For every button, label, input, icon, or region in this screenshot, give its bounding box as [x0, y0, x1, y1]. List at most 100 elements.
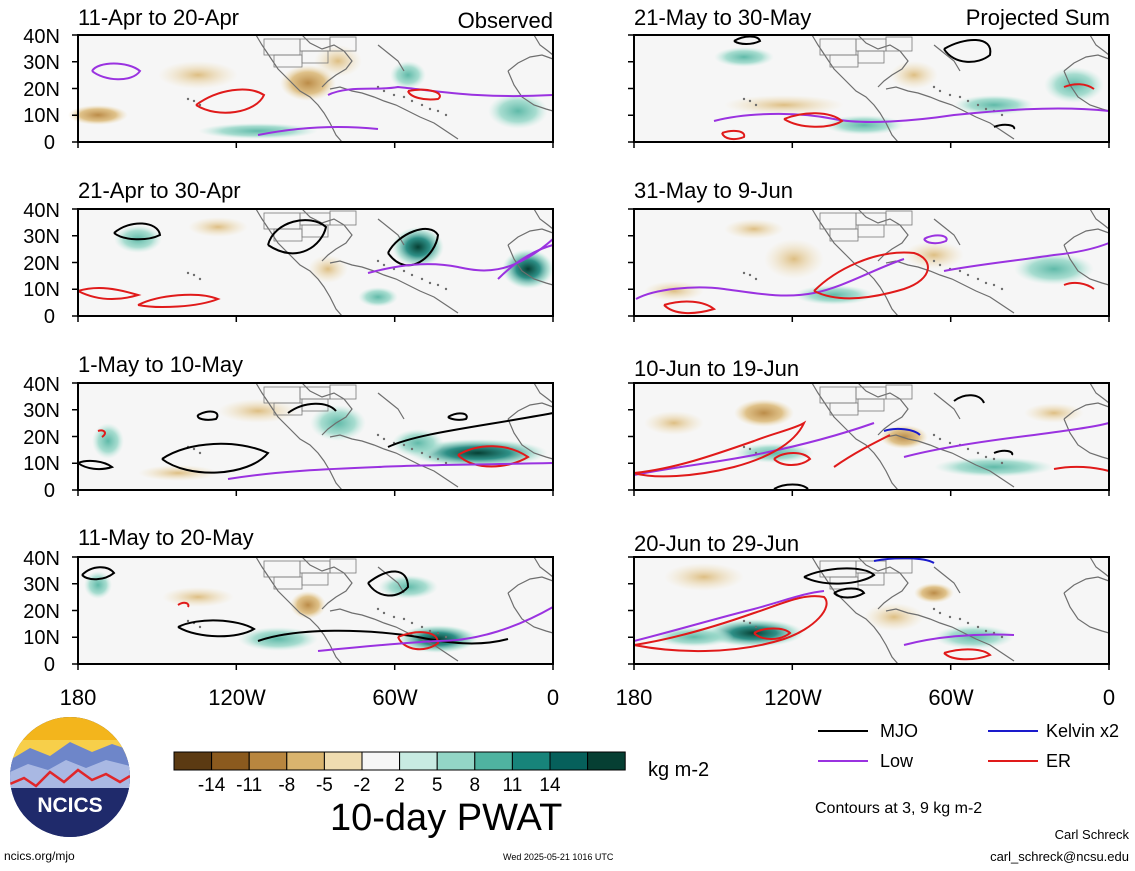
island	[984, 107, 988, 111]
coastline	[1063, 576, 1110, 594]
colorbar-label: -8	[278, 775, 295, 796]
lat-tick-label: 10N	[23, 105, 60, 127]
legend-item-low: Low	[818, 751, 914, 771]
author-email[interactable]: carl_schreck@ncsu.edu	[990, 849, 1129, 864]
wave-contour	[783, 112, 844, 128]
lat-tick-label: 40N	[23, 26, 60, 48]
island	[420, 277, 424, 281]
map-area	[628, 382, 1110, 496]
site-url[interactable]: ncics.org/mjo	[4, 849, 75, 863]
pwat-anomaly-shading	[864, 603, 924, 631]
colorbar-swatch	[399, 751, 438, 771]
wave-contour	[367, 570, 410, 597]
coastline	[857, 208, 909, 262]
wave-contour	[833, 434, 891, 468]
lat-tick-label: 40N	[23, 548, 60, 570]
wave-contour	[97, 429, 106, 438]
pwat-anomaly-shading	[314, 45, 362, 77]
island	[748, 99, 752, 103]
colorbar-label: 14	[539, 775, 561, 796]
wave-contour	[833, 587, 866, 599]
island	[984, 629, 988, 633]
island	[436, 283, 440, 287]
island	[948, 615, 952, 619]
coastline	[857, 382, 909, 436]
island	[742, 445, 746, 449]
panel-title: 11-Apr to 20-Apr	[78, 5, 239, 30]
panel-title: 1-May to 10-May	[78, 352, 243, 377]
pwat-anomaly-shading	[714, 47, 774, 67]
panel-5: 31-May to 9-Jun	[628, 178, 1110, 322]
wave-contour	[195, 88, 266, 114]
lat-tick-label: 30N	[23, 226, 60, 248]
island	[984, 281, 988, 285]
legend-label: Kelvin x2	[1046, 721, 1119, 741]
pwat-anomaly-shading	[644, 281, 704, 301]
coastline	[933, 566, 961, 594]
coastline	[507, 70, 554, 112]
wave-contour	[1063, 83, 1095, 90]
lat-tick-label: 30N	[23, 52, 60, 74]
wave-contour	[635, 258, 905, 300]
legend-item-mjo: MJO	[818, 721, 918, 741]
coastline	[507, 592, 554, 634]
colorbar-label: -2	[354, 775, 371, 796]
logo-text: NCICS	[37, 794, 102, 817]
wave-contour	[1053, 465, 1110, 472]
panel-title: 20-Jun to 29-Jun	[634, 531, 799, 556]
colorbar: -14 -11 -8 -5 -2 2 5 8 11 14	[173, 751, 626, 796]
island	[444, 461, 448, 465]
wave-contour	[873, 557, 935, 564]
pwat-anomaly-shading	[358, 287, 398, 307]
wave-contour	[77, 459, 115, 471]
coastline	[507, 402, 554, 420]
lon-tick-label: 60W	[928, 685, 973, 710]
island	[932, 607, 936, 611]
coastline	[857, 34, 909, 88]
state-border	[857, 398, 885, 412]
coastline	[329, 434, 459, 488]
wave-contour	[407, 88, 441, 101]
lon-axis-left: 180 120W 60W 0	[60, 685, 559, 710]
lat-tick-label: 20N	[23, 601, 60, 623]
lat-tick-label: 0	[44, 306, 55, 328]
island	[932, 433, 936, 437]
wave-contour	[813, 251, 929, 300]
wave-contour	[287, 402, 337, 414]
island	[754, 103, 758, 107]
wave-contour	[137, 293, 221, 308]
island	[742, 619, 746, 623]
wave-contour	[257, 126, 379, 136]
pwat-anomaly-shading	[654, 627, 734, 647]
island	[428, 629, 432, 633]
island	[402, 443, 406, 447]
lat-tick-label: 0	[44, 480, 55, 502]
island	[958, 617, 962, 621]
island	[754, 625, 758, 629]
wave-contour	[77, 287, 142, 301]
coastline	[1063, 70, 1110, 112]
coastline	[507, 576, 554, 594]
wave-contour	[633, 422, 875, 476]
lat-tick-label: 0	[44, 654, 55, 676]
coastline	[1089, 34, 1110, 56]
lat-tick-label: 20N	[23, 427, 60, 449]
island	[976, 451, 980, 455]
pwat-anomaly-shading	[934, 457, 1054, 477]
island	[402, 617, 406, 621]
wave-contour	[753, 627, 792, 640]
wave-contour	[721, 129, 746, 141]
state-border	[885, 210, 913, 226]
legend-label: MJO	[880, 721, 918, 741]
lon-tick-label: 60W	[372, 685, 417, 710]
lat-tick-label: 10N	[23, 627, 60, 649]
state-border	[857, 224, 885, 238]
island	[958, 95, 962, 99]
island	[198, 451, 202, 455]
wave-contour	[733, 35, 762, 45]
pwat-anomaly-shading	[934, 625, 1014, 649]
colorbar-label: 2	[394, 775, 405, 796]
pwat-anomaly-shading	[488, 93, 548, 129]
map-area	[628, 208, 1110, 322]
coastline	[507, 228, 554, 246]
